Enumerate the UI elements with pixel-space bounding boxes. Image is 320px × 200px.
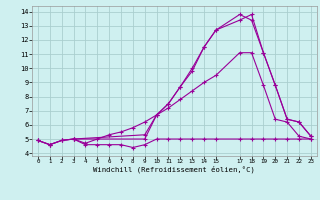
X-axis label: Windchill (Refroidissement éolien,°C): Windchill (Refroidissement éolien,°C) bbox=[93, 166, 255, 173]
